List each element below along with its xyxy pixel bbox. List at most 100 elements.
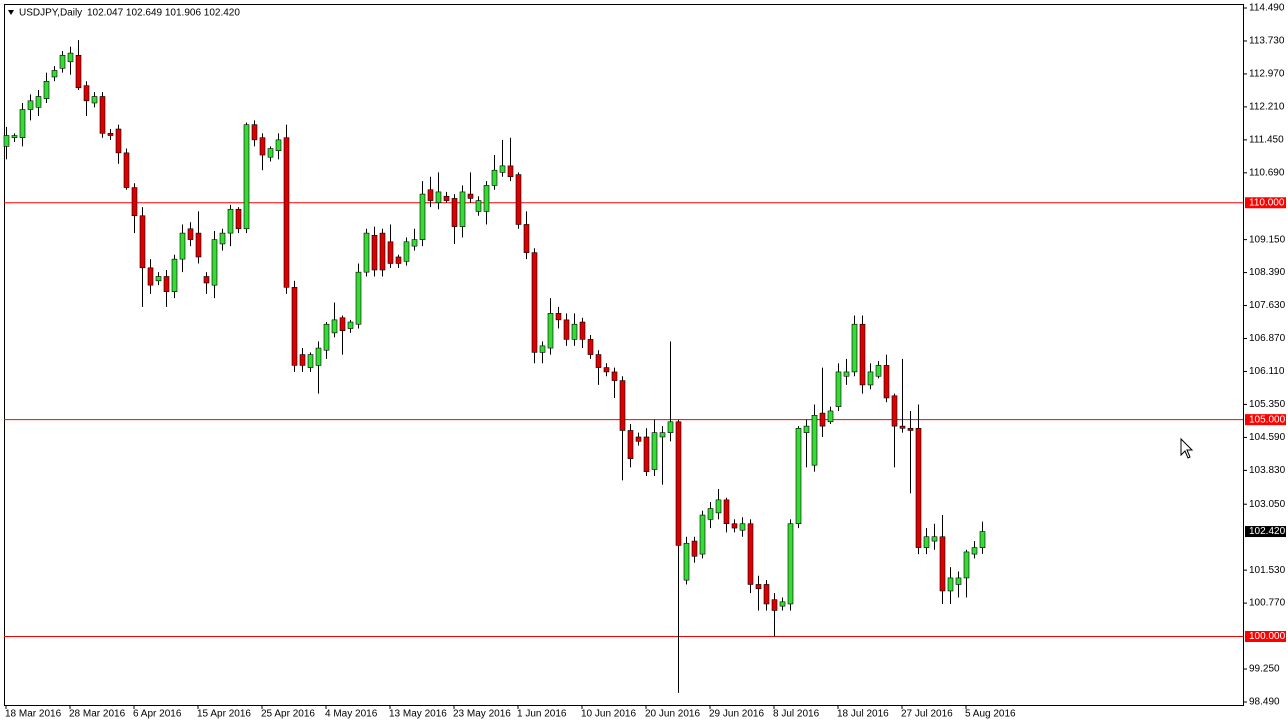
candle-body bbox=[307, 354, 314, 368]
candle-body bbox=[43, 81, 50, 99]
x-tick-label: 23 May 2016 bbox=[453, 709, 511, 720]
candle-body bbox=[611, 371, 618, 381]
candle-body bbox=[179, 232, 186, 260]
level-label: 100.000 bbox=[1249, 631, 1286, 642]
candle-body bbox=[451, 198, 458, 227]
candle-body bbox=[619, 380, 626, 431]
candle-body bbox=[267, 148, 274, 158]
candle-body bbox=[787, 523, 794, 605]
candle-body bbox=[683, 542, 690, 581]
candle-body bbox=[843, 371, 850, 377]
candle-body bbox=[963, 551, 970, 579]
candle-body bbox=[875, 365, 882, 377]
candle-body bbox=[595, 354, 602, 368]
y-tick-label: 109.150 bbox=[1249, 234, 1286, 245]
y-tick-label: 105.350 bbox=[1249, 399, 1286, 410]
x-tick-label: 18 Mar 2016 bbox=[5, 709, 62, 720]
candle-body bbox=[339, 317, 346, 332]
candle-body bbox=[723, 499, 730, 525]
candle-body bbox=[835, 371, 842, 407]
candle-body bbox=[555, 313, 562, 321]
candle-body bbox=[99, 96, 106, 134]
candle-body bbox=[75, 54, 82, 89]
candle-body bbox=[131, 187, 138, 217]
candle-body bbox=[91, 96, 98, 104]
y-tick-label: 107.630 bbox=[1249, 300, 1286, 311]
candle-body bbox=[699, 514, 706, 555]
y-tick-label: 112.210 bbox=[1249, 102, 1285, 113]
candle-body bbox=[499, 165, 506, 173]
candle-body bbox=[939, 536, 946, 592]
candle-body bbox=[363, 232, 370, 273]
y-tick-label: 111.450 bbox=[1249, 135, 1284, 146]
candle-body bbox=[387, 241, 394, 264]
y-tick-label: 113.730 bbox=[1249, 36, 1285, 47]
x-tick-label: 28 Mar 2016 bbox=[69, 709, 126, 720]
candle-body bbox=[747, 523, 754, 585]
candle-body bbox=[955, 577, 962, 585]
plot: 114.490 113.730 112.970 112.210 111.450 110.6… bbox=[3, 3, 1286, 720]
candle-body bbox=[763, 584, 770, 605]
candle-body bbox=[243, 124, 250, 230]
candle-body bbox=[715, 499, 722, 514]
y-tick-label: 101.530 bbox=[1249, 565, 1286, 576]
candle-body bbox=[107, 133, 114, 136]
candle-body bbox=[635, 436, 642, 442]
candle-body bbox=[427, 189, 434, 201]
x-tick-label: 5 Aug 2016 bbox=[965, 709, 1016, 720]
menu-arrow[interactable] bbox=[8, 10, 14, 15]
candle-body bbox=[827, 410, 834, 423]
candle-body bbox=[491, 169, 498, 186]
candle-body bbox=[59, 54, 66, 69]
candle-body bbox=[811, 414, 818, 466]
candle-body bbox=[851, 323, 858, 373]
candle-body bbox=[35, 96, 42, 108]
candle-body bbox=[755, 584, 762, 590]
candle-body bbox=[475, 200, 482, 212]
candle-body bbox=[891, 395, 898, 427]
candle-body bbox=[643, 436, 650, 472]
candle-body bbox=[515, 174, 522, 225]
x-tick-label: 18 Jul 2016 bbox=[837, 709, 889, 720]
candle-body bbox=[299, 354, 306, 366]
x-tick-label: 8 Jul 2016 bbox=[773, 709, 820, 720]
candle-body bbox=[915, 428, 922, 548]
candle-body bbox=[531, 252, 538, 353]
candle-body bbox=[27, 100, 34, 110]
candle-body bbox=[979, 531, 986, 549]
candle-body bbox=[123, 152, 130, 188]
candle-body bbox=[587, 339, 594, 355]
candle-body bbox=[235, 208, 242, 230]
candle-body bbox=[907, 428, 914, 431]
y-tick-label: 108.390 bbox=[1249, 267, 1286, 278]
candle-body bbox=[403, 241, 410, 262]
candle-body bbox=[459, 191, 466, 227]
candle-body bbox=[139, 215, 146, 269]
candle-body bbox=[883, 365, 890, 399]
x-tick-label: 29 Jun 2016 bbox=[709, 709, 764, 720]
x-tick-label: 4 May 2016 bbox=[325, 709, 378, 720]
candle-body bbox=[971, 547, 978, 555]
candle-body bbox=[211, 239, 218, 286]
candle-body bbox=[419, 193, 426, 240]
y-tick-label: 110.690 bbox=[1249, 167, 1285, 178]
candle-body bbox=[19, 109, 26, 138]
candle-body bbox=[163, 276, 170, 292]
y-tick-label: 114.490 bbox=[1249, 3, 1285, 14]
candle-body bbox=[395, 256, 402, 264]
candle-body bbox=[171, 258, 178, 292]
y-tick-label: 100.770 bbox=[1249, 598, 1286, 609]
candle-body bbox=[659, 432, 666, 438]
candle-body bbox=[291, 287, 298, 366]
candle-body bbox=[483, 185, 490, 212]
candle-body bbox=[331, 319, 338, 334]
candle-body bbox=[251, 124, 258, 141]
candle-body bbox=[627, 430, 634, 459]
candle-body bbox=[859, 323, 866, 386]
level-label-box bbox=[1245, 197, 1286, 209]
candle-body bbox=[539, 345, 546, 353]
candle-body bbox=[899, 425, 906, 429]
y-tick-label: 106.110 bbox=[1249, 366, 1285, 377]
candle-body bbox=[691, 540, 698, 557]
